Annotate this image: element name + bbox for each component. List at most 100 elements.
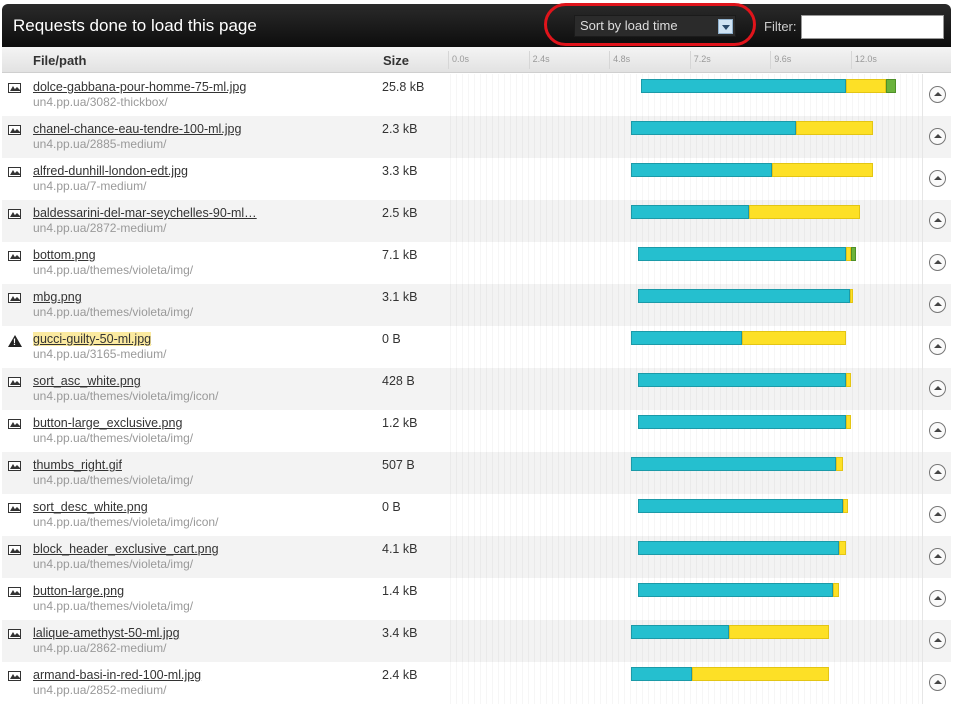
timing-segment-receive xyxy=(748,205,860,219)
request-timeline xyxy=(450,368,920,410)
expand-row-button[interactable] xyxy=(929,254,946,271)
timing-segment-wait xyxy=(631,667,692,681)
timing-segment-wait xyxy=(631,205,749,219)
request-path: un4.pp.ua/2885-medium/ xyxy=(33,137,167,151)
request-timing-bar[interactable] xyxy=(638,247,857,261)
request-timeline xyxy=(450,158,920,200)
expand-row-button[interactable] xyxy=(929,212,946,229)
request-path: un4.pp.ua/themes/violeta/img/ xyxy=(33,431,194,445)
image-icon xyxy=(8,377,21,387)
expand-row-button[interactable] xyxy=(929,338,946,355)
sort-select[interactable]: Sort by load time xyxy=(574,15,736,37)
filter-input[interactable] xyxy=(801,15,944,39)
request-timing-bar[interactable] xyxy=(638,583,840,597)
expand-row-button[interactable] xyxy=(929,590,946,607)
column-file-path[interactable]: File/path xyxy=(33,53,87,68)
expand-row-button[interactable] xyxy=(929,380,946,397)
request-path: un4.pp.ua/themes/violeta/img/ xyxy=(33,305,194,319)
expand-row-button[interactable] xyxy=(929,170,946,187)
request-size: 1.2 kB xyxy=(382,416,418,430)
request-row: block_header_exclusive_cart.png un4.pp.ua… xyxy=(2,536,951,578)
timing-segment-receive xyxy=(846,415,852,429)
timeline-tick-line xyxy=(448,51,449,69)
request-size: 3.3 kB xyxy=(382,164,418,178)
timeline-tick-label: 9.6s xyxy=(774,54,792,64)
request-timeline xyxy=(450,116,920,158)
request-timing-bar[interactable] xyxy=(638,499,848,513)
row-divider xyxy=(922,326,923,368)
request-path: un4.pp.ua/themes/violeta/img/ xyxy=(33,557,194,571)
request-row: button-large.png un4.pp.ua/themes/violeta… xyxy=(2,578,951,620)
expand-row-button[interactable] xyxy=(929,674,946,691)
request-timeline xyxy=(450,494,920,536)
request-file-link[interactable]: baldessarini-del-mar-seychelles-90-ml… xyxy=(33,206,257,220)
request-timing-bar[interactable] xyxy=(631,457,843,471)
requests-panel-header: Requests done to load this page Sort by … xyxy=(2,4,951,47)
request-file-link[interactable]: dolce-gabbana-pour-homme-75-ml.jpg xyxy=(33,80,247,94)
request-timing-bar[interactable] xyxy=(631,625,830,639)
request-file-link[interactable]: block_header_exclusive_cart.png xyxy=(33,542,219,556)
request-file-link[interactable]: sort_desc_white.png xyxy=(33,500,148,514)
request-timing-bar[interactable] xyxy=(641,79,897,93)
request-file-link[interactable]: thumbs_right.gif xyxy=(33,458,122,472)
request-timing-bar[interactable] xyxy=(631,121,873,135)
request-timing-bar[interactable] xyxy=(631,667,830,681)
request-path: un4.pp.ua/themes/violeta/img/ xyxy=(33,263,194,277)
timeline-tick-label: 0.0s xyxy=(452,54,470,64)
timing-segment-wait xyxy=(641,79,847,93)
request-file-link[interactable]: mbg.png xyxy=(33,290,82,304)
request-file-link[interactable]: chanel-chance-eau-tendre-100-ml.jpg xyxy=(33,122,242,136)
expand-row-button[interactable] xyxy=(929,422,946,439)
timeline-tick-line xyxy=(528,51,530,69)
image-icon xyxy=(8,461,21,471)
request-timing-bar[interactable] xyxy=(638,373,852,387)
request-timing-bar[interactable] xyxy=(638,415,852,429)
timing-segment-wait xyxy=(631,121,796,135)
row-divider xyxy=(922,578,923,620)
request-timing-bar[interactable] xyxy=(631,331,847,345)
row-divider xyxy=(922,242,923,284)
request-timing-bar[interactable] xyxy=(638,541,847,555)
request-file-link[interactable]: button-large_exclusive.png xyxy=(33,416,183,430)
request-file-link[interactable]: sort_asc_white.png xyxy=(33,374,141,388)
column-size[interactable]: Size xyxy=(383,53,410,68)
request-timing-bar[interactable] xyxy=(638,289,853,303)
expand-row-button[interactable] xyxy=(929,632,946,649)
request-file-link[interactable]: bottom.png xyxy=(33,248,96,262)
sort-select-value: Sort by load time xyxy=(580,18,678,33)
request-path: un4.pp.ua/themes/violeta/img/ xyxy=(33,473,194,487)
expand-row-button[interactable] xyxy=(929,128,946,145)
request-row: lalique-amethyst-50-ml.jpg un4.pp.ua/2862… xyxy=(2,620,951,662)
request-file-link[interactable]: gucci-guilty-50-ml.jpg xyxy=(33,332,152,346)
row-divider xyxy=(922,284,923,326)
request-size: 2.4 kB xyxy=(382,668,418,682)
row-divider xyxy=(922,452,923,494)
request-timeline xyxy=(450,200,920,242)
timing-segment-receive xyxy=(742,331,847,345)
request-timeline xyxy=(450,536,920,578)
timing-segment-wait xyxy=(631,331,743,345)
chevron-down-icon[interactable] xyxy=(718,19,733,34)
request-size: 2.5 kB xyxy=(382,206,418,220)
expand-row-button[interactable] xyxy=(929,296,946,313)
request-timing-bar[interactable] xyxy=(631,205,860,219)
timing-segment-wait xyxy=(638,415,847,429)
request-timeline xyxy=(450,620,920,662)
request-timing-bar[interactable] xyxy=(631,163,873,177)
request-file-link[interactable]: button-large.png xyxy=(33,584,125,598)
request-size: 428 B xyxy=(382,374,415,388)
expand-row-button[interactable] xyxy=(929,86,946,103)
column-header: File/path Size 0.0s 2.4s 4.8s 7.2s 9.6s 12.0s xyxy=(2,47,951,73)
timing-segment-receive xyxy=(846,373,852,387)
request-file-link[interactable]: alfred-dunhill-london-edt.jpg xyxy=(33,164,188,178)
expand-row-button[interactable] xyxy=(929,548,946,565)
image-icon xyxy=(8,83,21,93)
expand-row-button[interactable] xyxy=(929,506,946,523)
image-icon xyxy=(8,587,21,597)
request-timeline xyxy=(450,452,920,494)
request-file-link[interactable]: lalique-amethyst-50-ml.jpg xyxy=(33,626,180,640)
expand-row-button[interactable] xyxy=(929,464,946,481)
request-size: 4.1 kB xyxy=(382,542,418,556)
filter-label: Filter: xyxy=(764,19,797,34)
request-file-link[interactable]: armand-basi-in-red-100-ml.jpg xyxy=(33,668,202,682)
